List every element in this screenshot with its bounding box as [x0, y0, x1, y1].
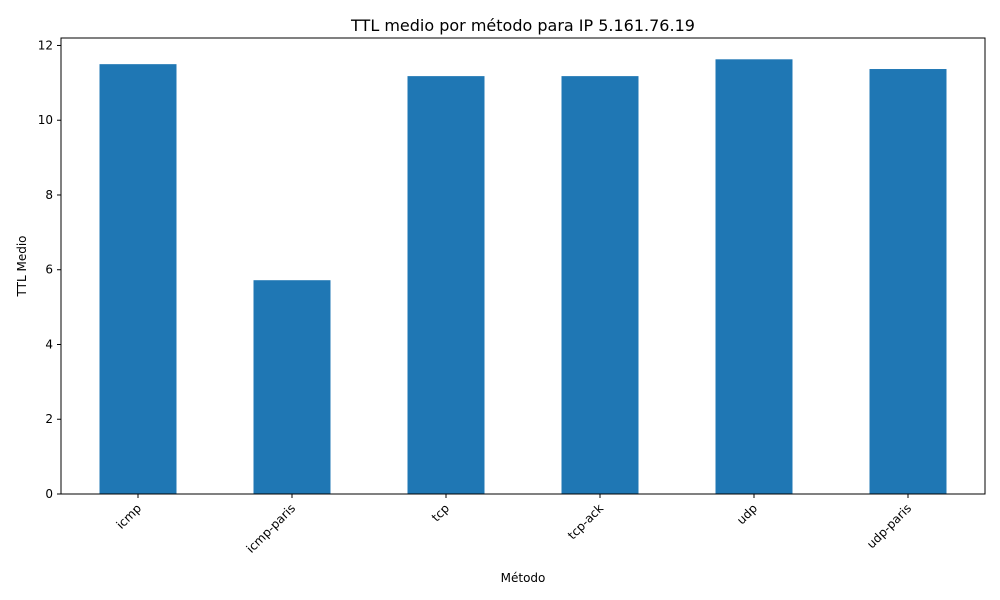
x-tick-label: icmp-paris — [244, 501, 298, 555]
plot-frame — [60, 37, 986, 495]
y-tick-label: 10 — [38, 113, 53, 127]
x-axis-label: Método — [501, 571, 546, 585]
bar-udp — [715, 59, 793, 494]
y-tick-label: 12 — [38, 38, 53, 52]
bars-group — [99, 59, 947, 495]
y-tick-label: 8 — [45, 188, 53, 202]
bar-icmp-paris — [253, 280, 331, 494]
y-tick-label: 0 — [45, 487, 53, 501]
x-tick-label: udp — [734, 501, 760, 527]
chart-title: TTL medio por método para IP 5.161.76.19 — [350, 16, 695, 35]
y-tick-label: 2 — [45, 412, 53, 426]
y-tick-label: 4 — [45, 337, 53, 351]
y-axis-ticks: 0 2 4 6 8 10 12 — [38, 38, 61, 501]
bar-icmp — [99, 64, 177, 494]
bar-tcp-ack — [561, 76, 639, 495]
bar-tcp — [407, 76, 485, 495]
x-axis-ticks: icmp icmp-paris tcp tcp-ack udp udp-paris — [114, 494, 914, 556]
y-axis-label: TTL Medio — [15, 236, 29, 298]
x-tick-label: icmp — [114, 501, 145, 532]
y-tick-label: 6 — [45, 263, 53, 277]
bar-udp-paris — [869, 69, 947, 494]
x-tick-label: tcp — [429, 501, 452, 524]
x-tick-label: tcp-ack — [565, 501, 606, 542]
x-tick-label: udp-paris — [864, 501, 914, 551]
